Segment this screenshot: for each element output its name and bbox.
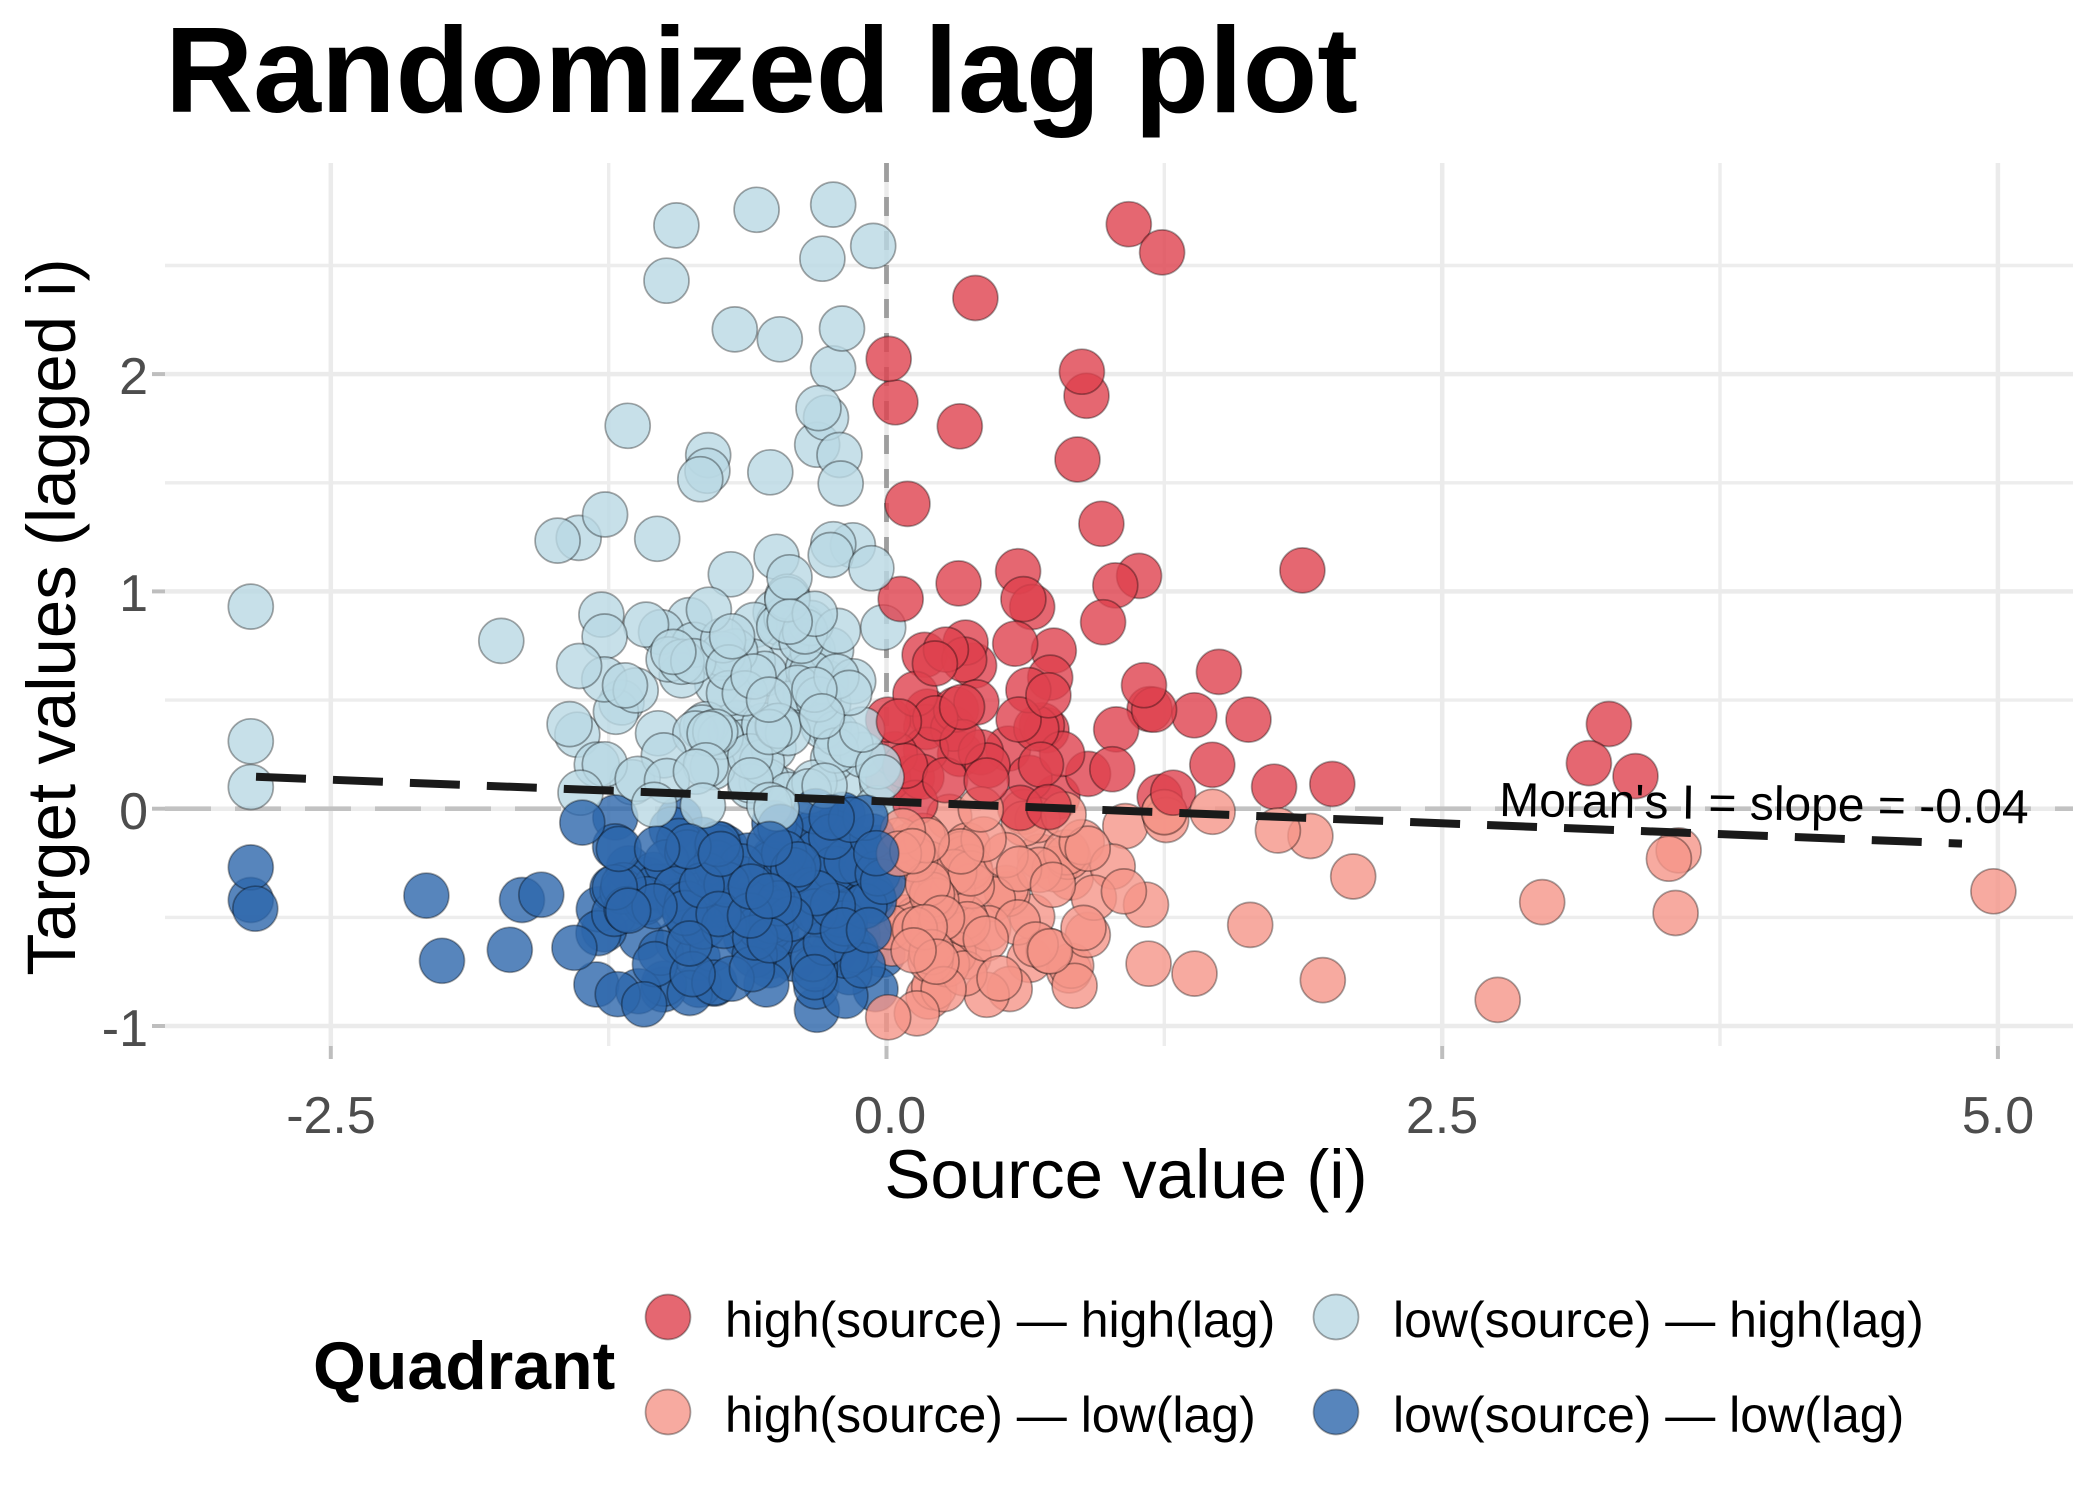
svg-text:5.0: 5.0 [1962, 1087, 2034, 1145]
svg-text:low(source) — low(lag): low(source) — low(lag) [1393, 1387, 1904, 1443]
svg-text:Source value (i): Source value (i) [884, 1136, 1367, 1213]
svg-text:2.5: 2.5 [1406, 1087, 1478, 1145]
svg-text:Quadrant: Quadrant [313, 1328, 615, 1404]
svg-text:Randomized lag plot: Randomized lag plot [165, 2, 1358, 138]
svg-text:0.0: 0.0 [854, 1087, 926, 1145]
svg-text:high(source) — low(lag): high(source) — low(lag) [725, 1387, 1256, 1443]
svg-text:Moran's I = slope = -0.04: Moran's I = slope = -0.04 [1499, 774, 2029, 834]
svg-text:high(source) — high(lag): high(source) — high(lag) [725, 1292, 1275, 1348]
svg-text:-1: -1 [102, 1000, 148, 1058]
svg-text:-2.5: -2.5 [286, 1087, 376, 1145]
svg-text:1: 1 [119, 565, 148, 623]
svg-text:Target values (lagged i): Target values (lagged i) [13, 258, 90, 975]
svg-text:0: 0 [119, 783, 148, 841]
svg-text:2: 2 [119, 348, 148, 406]
svg-text:low(source) — high(lag): low(source) — high(lag) [1393, 1292, 1924, 1348]
